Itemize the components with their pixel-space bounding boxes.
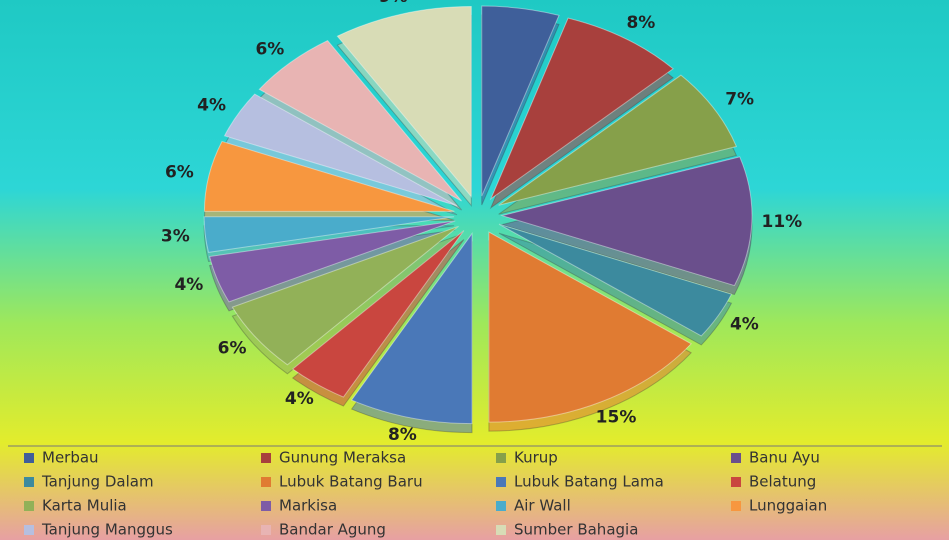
- data-label: 4%: [285, 389, 314, 409]
- legend-label: Banu Ayu: [749, 449, 820, 467]
- data-label: 6%: [255, 39, 284, 59]
- data-label: 7%: [725, 89, 754, 109]
- data-label: 3%: [161, 226, 190, 246]
- legend-swatch: [24, 477, 34, 487]
- data-label: 4%: [730, 314, 759, 334]
- slice: [208, 220, 456, 303]
- data-label: 15%: [596, 407, 637, 427]
- legend-label: Markisa: [279, 497, 337, 515]
- slice: [489, 17, 674, 201]
- data-label: 8%: [626, 13, 655, 33]
- legend-label: Lubuk Batang Lama: [514, 473, 664, 491]
- legend-swatch: [261, 525, 271, 535]
- data-label: 5%: [511, 0, 540, 1]
- legend-swatch: [731, 501, 741, 511]
- legend-swatch: [496, 477, 506, 487]
- legend-label: Bandar Agung: [279, 521, 386, 539]
- legend-label: Belatung: [749, 473, 816, 491]
- legend-label: Lubuk Batang Baru: [279, 473, 423, 491]
- legend-swatch: [261, 477, 271, 487]
- legend: Merbau Gunung Meraksa Kurup Banu Ayu Tanjung…: [24, 449, 827, 539]
- legend-label: Tanjung Dalam: [41, 473, 154, 491]
- legend-label: Sumber Bahagia: [514, 521, 638, 539]
- data-label: 8%: [388, 425, 417, 445]
- legend-swatch: [24, 453, 34, 463]
- slice: [203, 216, 455, 253]
- legend-swatch: [24, 501, 34, 511]
- legend-label: Karta Mulia: [42, 497, 127, 515]
- slice: [498, 223, 733, 337]
- data-label: 4%: [174, 275, 203, 295]
- legend-swatch: [24, 525, 34, 535]
- legend-label: Tanjung Manggus: [41, 521, 173, 539]
- legend-swatch: [496, 525, 506, 535]
- legend-label: Air Wall: [514, 497, 571, 515]
- legend-swatch: [496, 453, 506, 463]
- slice: [498, 74, 738, 206]
- slice: [223, 93, 458, 207]
- data-label: 6%: [165, 162, 194, 182]
- slice: [203, 140, 455, 212]
- legend-swatch: [731, 453, 741, 463]
- slice: [500, 156, 753, 287]
- legend-label: Gunung Meraksa: [279, 449, 406, 467]
- legend-label: Kurup: [514, 449, 558, 467]
- legend-swatch: [261, 453, 271, 463]
- slice: [350, 232, 473, 425]
- legend-label: Lunggaian: [749, 497, 827, 515]
- slice: [336, 6, 472, 198]
- pie: 5% 8% 7% 11% 4% 15% 8% 4% 6% 4% 3% 6% 4% 6% 9%: [161, 0, 802, 445]
- data-label: 6%: [218, 339, 247, 359]
- data-label: 4%: [197, 96, 226, 116]
- slice: [291, 230, 465, 398]
- legend-swatch: [731, 477, 741, 487]
- slice: [258, 39, 462, 202]
- legend-label: Merbau: [42, 449, 99, 467]
- slice: [488, 231, 692, 423]
- legend-swatch: [261, 501, 271, 511]
- slice: [481, 5, 560, 197]
- legend-swatch: [496, 501, 506, 511]
- data-label: 9%: [379, 0, 408, 7]
- slice: [231, 225, 459, 366]
- data-label: 11%: [761, 212, 802, 232]
